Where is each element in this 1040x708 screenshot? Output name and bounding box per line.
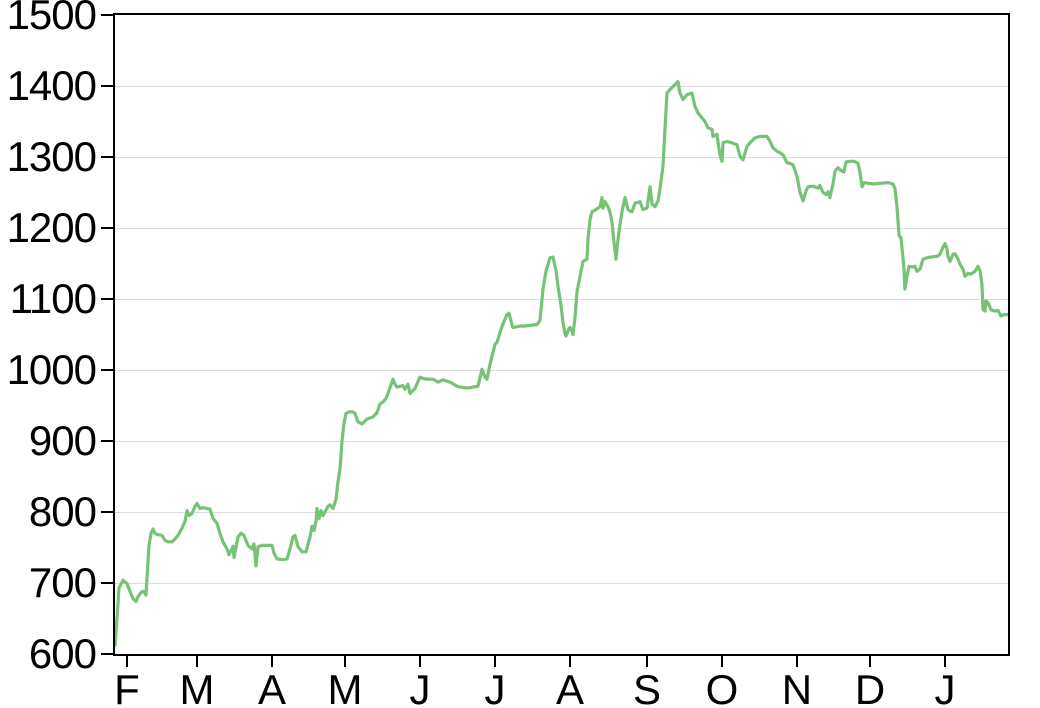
y-axis-tick-label: 1200 [6,204,97,251]
y-axis-tick-label: 600 [28,630,97,677]
x-axis-tick-label: S [632,666,661,708]
x-axis-tick [720,656,723,667]
x-axis-tick-label: J [484,666,506,708]
price-line [115,80,1008,648]
x-axis-tick-label: N [781,666,813,708]
y-axis-tick [101,298,114,300]
y-axis-tick [101,85,114,87]
x-axis-tick-label: A [555,666,584,708]
plot-area [113,13,1010,656]
y-axis-tick-label: 1000 [6,346,97,393]
y-axis-tick-label: 1300 [6,133,97,180]
y-axis-tick [101,14,114,16]
y-axis-tick-label: 900 [28,417,97,464]
x-axis-tick [418,656,421,667]
y-axis-tick-label: 700 [28,559,97,606]
x-axis-tick-label: M [327,666,363,708]
y-axis-tick-label: 1100 [9,275,97,322]
price-line-svg [115,80,1008,648]
y-axis-tick-label: 1400 [6,62,97,109]
x-axis-tick-label: J [409,666,431,708]
x-axis-tick-label: M [179,666,215,708]
x-axis-tick [869,656,872,667]
x-axis-tick-label: F [114,666,140,708]
x-axis-tick [568,656,571,667]
x-axis-tick [795,656,798,667]
x-axis-tick [270,656,273,667]
x-axis-tick [125,656,128,667]
x-axis-tick-label: A [257,666,286,708]
x-axis-tick-label: J [934,666,956,708]
y-axis-tick [101,227,114,229]
x-axis-tick-label: D [854,666,886,708]
x-axis-tick [944,656,947,667]
y-axis-tick [101,653,114,655]
y-axis-tick [101,440,114,442]
y-axis-tick-label: 1500 [6,0,97,38]
x-axis-tick [195,656,198,667]
y-axis-tick-label: 800 [28,488,97,535]
y-axis-tick [101,369,114,371]
x-axis-tick-label: O [705,666,739,708]
x-axis-tick [344,656,347,667]
y-axis-tick [101,156,114,158]
x-axis-tick [645,656,648,667]
y-axis-tick [101,582,114,584]
y-axis-tick [101,511,114,513]
x-axis-tick [493,656,496,667]
